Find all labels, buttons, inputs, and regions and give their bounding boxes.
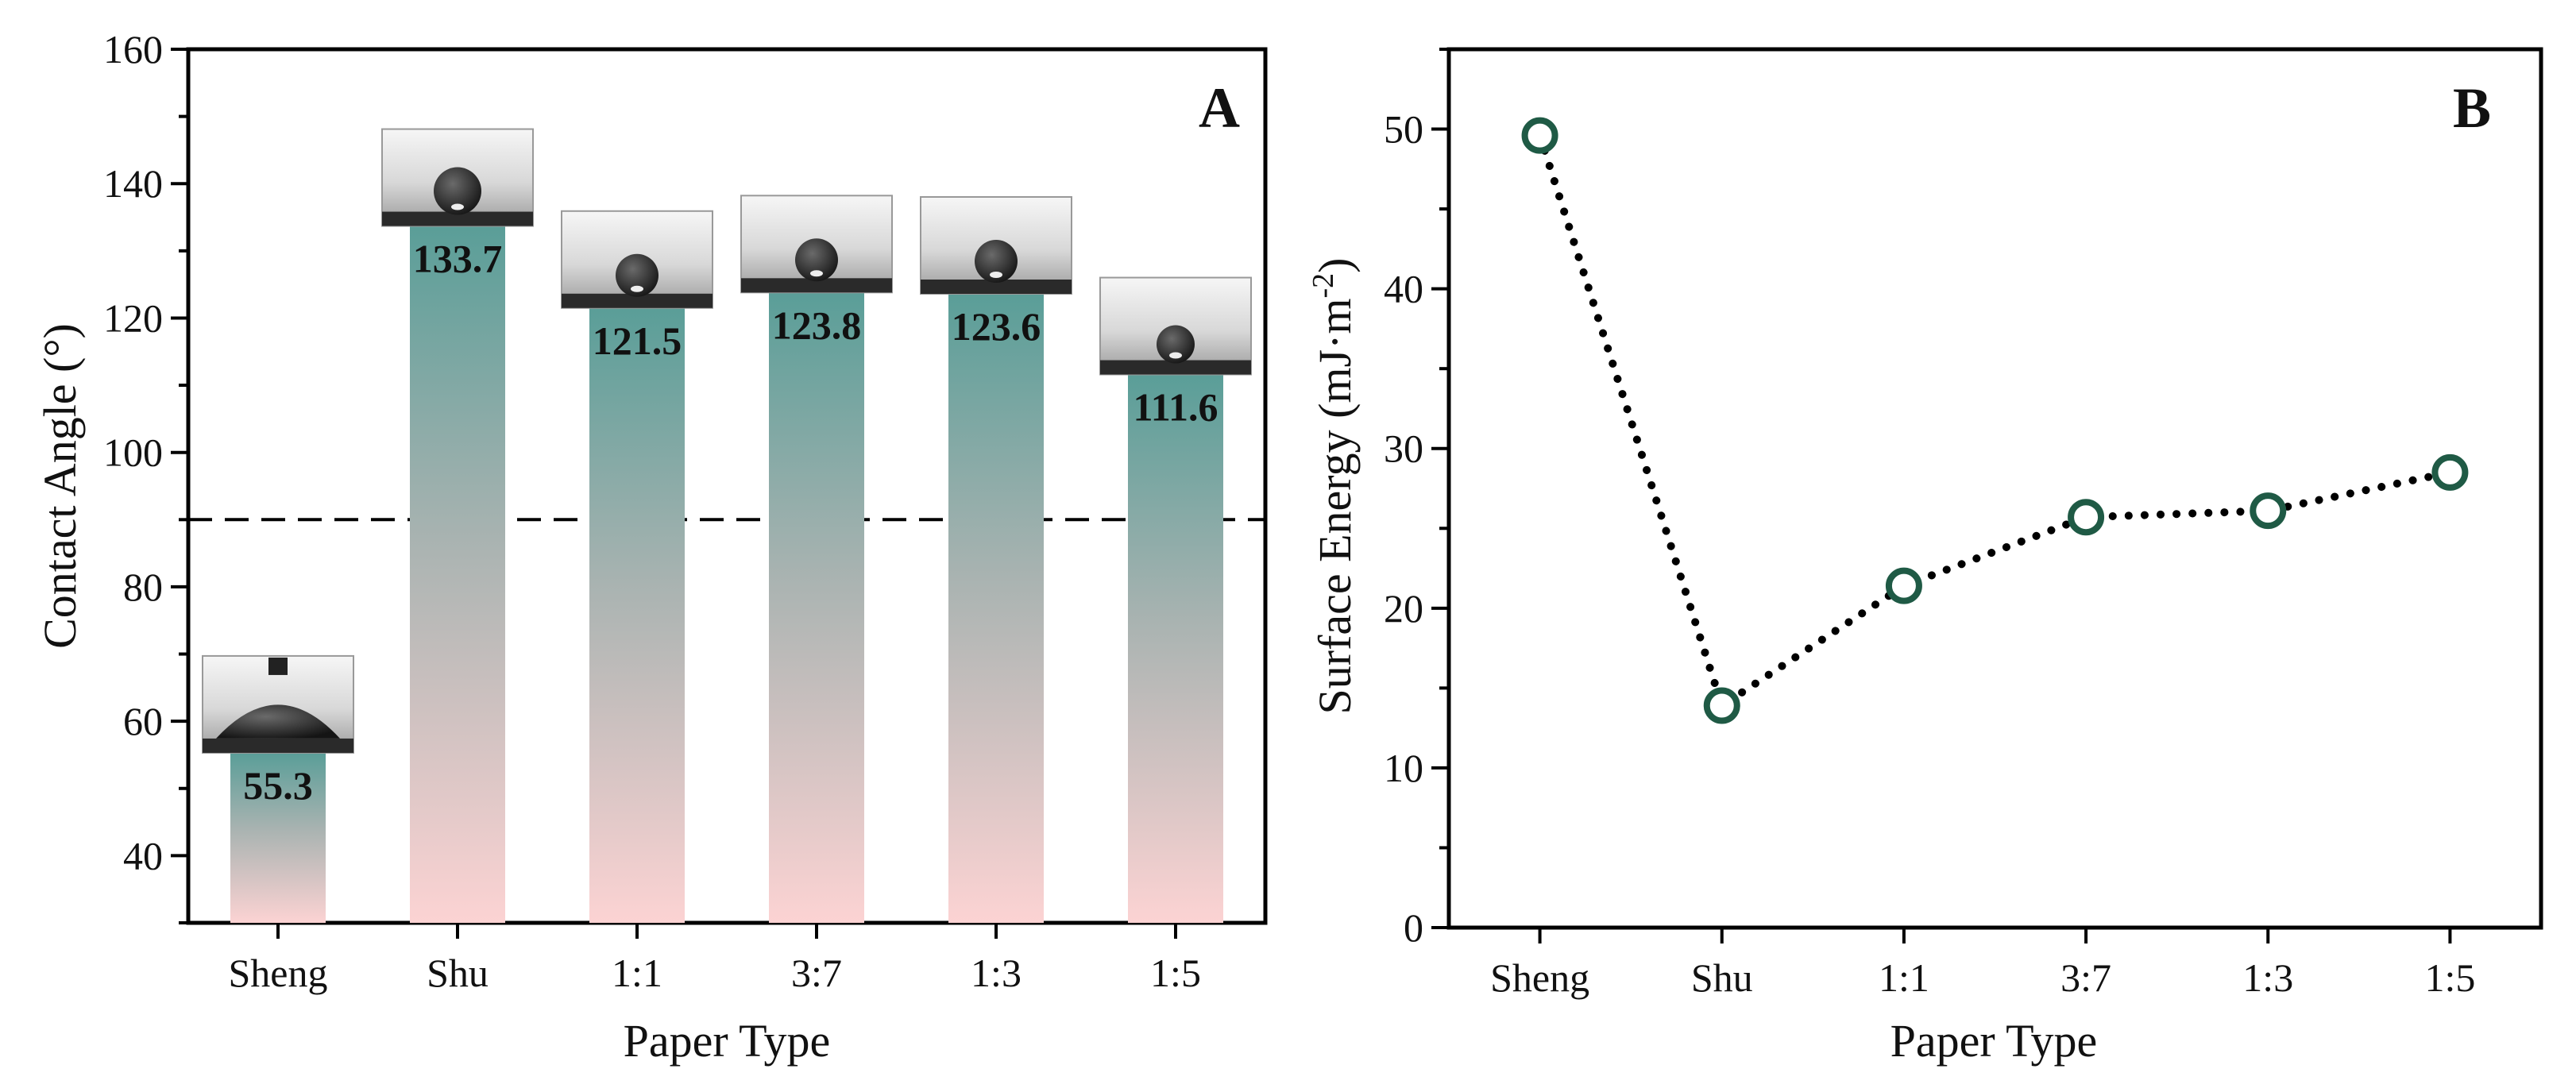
x-tick-label: Sheng: [1490, 955, 1589, 1000]
y-tick-label: 40: [1384, 267, 1423, 311]
y-tick-label: 0: [1404, 905, 1423, 950]
droplet-image: [381, 128, 534, 227]
x-tick-label: 1:3: [2242, 955, 2293, 1000]
panel-b-y-axis-title: Surface Energy (mJ·m-2): [1307, 258, 1361, 715]
panel-a-y-axis-title: Contact Angle (°): [34, 323, 86, 649]
y-tick-label: 10: [1384, 746, 1423, 790]
panel-a-x-axis: Sheng Shu 1:1 3:7 1:3 1:5: [229, 923, 1201, 995]
panel-a-bars: 55.3 133.7 121.5 123.8 123.6 111.6: [202, 128, 1252, 923]
droplet-image: [1099, 276, 1252, 376]
bar-value-label: 123.6: [952, 304, 1041, 349]
bar-value-label: 133.7: [413, 237, 503, 281]
y-tick-label: 140: [103, 161, 163, 206]
droplet-image: [740, 195, 893, 294]
bar-value-label: 123.8: [772, 303, 862, 347]
x-tick-label: 1:1: [612, 951, 662, 995]
data-point-Shu: [1703, 687, 1740, 724]
x-tick-label: Shu: [1691, 955, 1753, 1000]
y-tick-label: 50: [1384, 107, 1423, 152]
x-tick-label: 1:5: [2424, 955, 2475, 1000]
droplet-image: [202, 654, 354, 754]
bar-1:5: [1128, 374, 1223, 923]
bar-value-label: 121.5: [593, 318, 682, 363]
y-tick-label: 80: [123, 565, 163, 609]
panel-a-letter: A: [1199, 76, 1240, 140]
panel-a-plot-frame: [186, 47, 1268, 925]
panel-a-x-axis-title: Paper Type: [624, 1015, 831, 1067]
x-tick-label: Sheng: [229, 951, 328, 995]
bar-3:7: [769, 292, 864, 923]
bar-Shu: [410, 226, 505, 923]
x-tick-label: 3:7: [791, 951, 842, 995]
panel-b-plot-frame: [1446, 47, 2543, 930]
panel-b-points: [1521, 117, 2469, 724]
data-point-1:3: [2250, 492, 2287, 530]
y-tick-label: 30: [1384, 426, 1423, 471]
y-tick-label: 160: [103, 27, 163, 71]
data-point-1:1: [1885, 567, 1922, 604]
x-tick-label: 1:5: [1150, 951, 1201, 995]
droplet-image: [561, 210, 713, 309]
data-point-3:7: [2068, 499, 2105, 536]
surface-energy-series-line: [1535, 131, 2454, 712]
data-point-1:5: [2431, 453, 2469, 491]
bar-1:3: [948, 294, 1044, 923]
panel-a-y-axis: 40 60 80 100 120 140 160: [103, 27, 188, 924]
panel-b-y-axis: 0 10 20 30 40 50: [1384, 48, 1449, 950]
bar-Sheng: [230, 752, 326, 923]
x-tick-label: 3:7: [2060, 955, 2111, 1000]
y-tick-label: 40: [123, 833, 163, 878]
panel-b-x-axis-title: Paper Type: [1890, 1015, 2098, 1067]
bar-1:1: [589, 307, 685, 923]
y-tick-label: 60: [123, 699, 163, 743]
bar-value-label: 111.6: [1134, 385, 1218, 430]
y-tick-label: 20: [1384, 586, 1423, 631]
bar-value-label: 55.3: [243, 763, 313, 808]
data-point-Sheng: [1521, 117, 1558, 154]
panel-a-contact-angle-chart: 55.3 133.7 121.5 123.8 123.6 111.6 40 60 80 100 1…: [34, 27, 1268, 1067]
y-tick-label: 120: [103, 295, 163, 340]
x-tick-label: 1:1: [1879, 955, 1929, 1000]
panel-b-letter: B: [2453, 76, 2491, 140]
panel-b-surface-energy-chart: 0 10 20 30 40 50 Sheng Shu 1:1 3:7 1:3 1:5 B Paper…: [1307, 47, 2543, 1067]
droplet-image: [920, 196, 1072, 295]
x-tick-label: Shu: [427, 951, 489, 995]
y-tick-label: 100: [103, 430, 163, 475]
x-tick-label: 1:3: [971, 951, 1022, 995]
panel-b-x-axis: Sheng Shu 1:1 3:7 1:3 1:5: [1490, 928, 2475, 1000]
